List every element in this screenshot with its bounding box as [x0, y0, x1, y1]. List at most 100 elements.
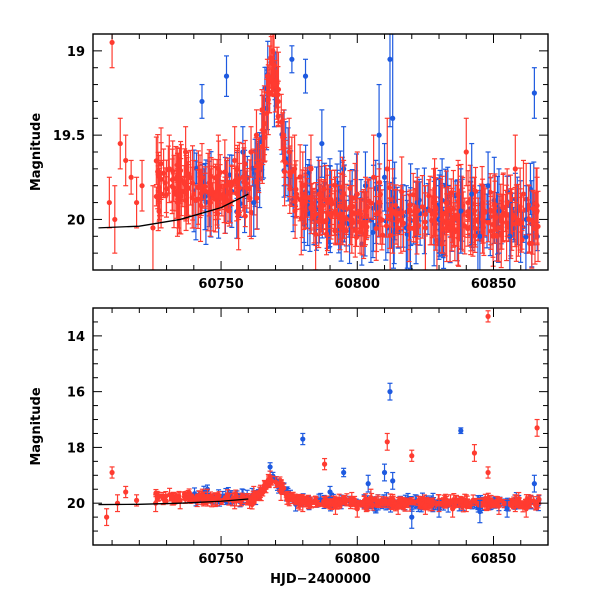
- data-point-blue: [199, 83, 205, 119]
- data-point-red: [534, 176, 540, 246]
- data-point-red: [530, 189, 536, 255]
- model-curve: [98, 498, 249, 506]
- data-point-red: [169, 495, 175, 501]
- data-point-red: [395, 497, 401, 515]
- data-point-red: [450, 499, 456, 518]
- data-point-red: [439, 185, 445, 254]
- data-point-blue: [387, 34, 393, 128]
- data-point-blue: [341, 467, 347, 478]
- y-tick-label: 19.5: [53, 129, 85, 144]
- x-tick-label: 60750: [198, 277, 243, 292]
- y-tick-label: 20: [67, 497, 85, 512]
- data-point-red: [286, 117, 292, 187]
- data-point-red: [512, 134, 518, 204]
- data-point-red: [150, 185, 156, 270]
- data-point-red: [362, 176, 369, 246]
- data-point-red: [471, 444, 478, 462]
- data-point-red: [232, 126, 238, 195]
- data-point-red: [204, 488, 211, 507]
- data-point-red: [328, 193, 334, 240]
- data-point-red: [207, 168, 213, 237]
- data-point-red: [500, 172, 506, 242]
- data-point-red: [242, 139, 248, 189]
- data-point-red: [139, 159, 145, 212]
- y-axis-title: Magnitude: [29, 387, 44, 466]
- data-point-blue: [223, 55, 230, 97]
- data-point-red: [354, 151, 360, 237]
- data-point-red: [161, 148, 167, 199]
- data-point-red: [463, 117, 469, 187]
- data-point-red: [447, 193, 453, 263]
- data-point-red: [270, 34, 276, 69]
- data-point-red: [482, 500, 488, 510]
- data-point-red: [166, 134, 172, 204]
- data-point-red: [384, 117, 390, 221]
- data-point-red: [332, 497, 339, 515]
- data-point-red: [349, 185, 355, 254]
- data-point-red: [517, 196, 523, 251]
- data-point-blue: [477, 499, 483, 524]
- data-point-red: [458, 497, 464, 505]
- data-point-red: [321, 496, 327, 507]
- data-point-blue: [302, 58, 309, 94]
- data-point-red: [533, 502, 539, 510]
- data-point-red: [312, 495, 319, 508]
- data-point-red: [380, 225, 386, 245]
- data-point-red: [169, 158, 175, 215]
- data-point-red: [308, 134, 314, 204]
- data-point-red: [278, 93, 284, 151]
- data-point-red: [348, 497, 355, 506]
- data-point-red: [373, 496, 380, 506]
- data-point-red: [112, 185, 118, 254]
- data-point-red: [430, 168, 437, 237]
- data-point-red: [376, 168, 382, 237]
- data-point-blue: [381, 463, 388, 482]
- data-point-red: [311, 191, 317, 229]
- x-axis-title: HJD−2400000: [270, 572, 371, 587]
- data-point-red: [337, 498, 343, 508]
- data-point-red: [324, 168, 330, 237]
- data-point-red: [306, 501, 312, 510]
- data-point-red: [398, 185, 404, 254]
- data-point-red: [422, 497, 428, 515]
- data-point-red: [414, 176, 420, 246]
- data-point-red: [128, 159, 134, 195]
- data-point-red: [215, 134, 221, 204]
- data-point-red: [123, 485, 129, 499]
- data-point-red: [292, 134, 298, 204]
- x-tick-label: 60750: [198, 552, 243, 567]
- y-tick-label: 16: [67, 386, 85, 401]
- data-point-red: [480, 185, 486, 254]
- data-point-red: [104, 508, 110, 527]
- data-point-red: [253, 109, 260, 162]
- y-tick-label: 14: [67, 330, 85, 345]
- data-point-red: [114, 494, 121, 513]
- data-point-red: [534, 418, 540, 437]
- data-point-red: [512, 494, 518, 513]
- data-point-blue: [458, 168, 464, 254]
- data-point-blue: [458, 427, 464, 435]
- data-point-red: [248, 185, 254, 240]
- data-point-red: [526, 185, 532, 254]
- plot-frame: [92, 307, 549, 546]
- data-point-red: [354, 499, 360, 518]
- data-point-red: [455, 159, 461, 229]
- data-point-red: [488, 176, 494, 246]
- x-tick-label: 60800: [335, 552, 380, 567]
- data-point-red: [406, 193, 412, 263]
- data-point-red: [379, 189, 385, 251]
- bottom-panel: 60750 60800 60850 14 16 18 20 Magnitude HJD−2400…: [29, 307, 549, 587]
- data-point-red: [443, 495, 449, 507]
- x-tick-label: 60850: [471, 277, 516, 292]
- data-point-red: [341, 159, 347, 229]
- data-point-red: [258, 487, 264, 502]
- data-point-red: [228, 164, 235, 207]
- data-point-blue: [531, 474, 537, 493]
- data-point-blue: [289, 45, 295, 74]
- data-point-red: [163, 176, 169, 214]
- data-point-red: [422, 185, 428, 270]
- data-point-red: [261, 91, 268, 156]
- data-point-blue: [409, 505, 415, 529]
- plot-area: [98, 34, 541, 270]
- data-point-red: [273, 476, 279, 489]
